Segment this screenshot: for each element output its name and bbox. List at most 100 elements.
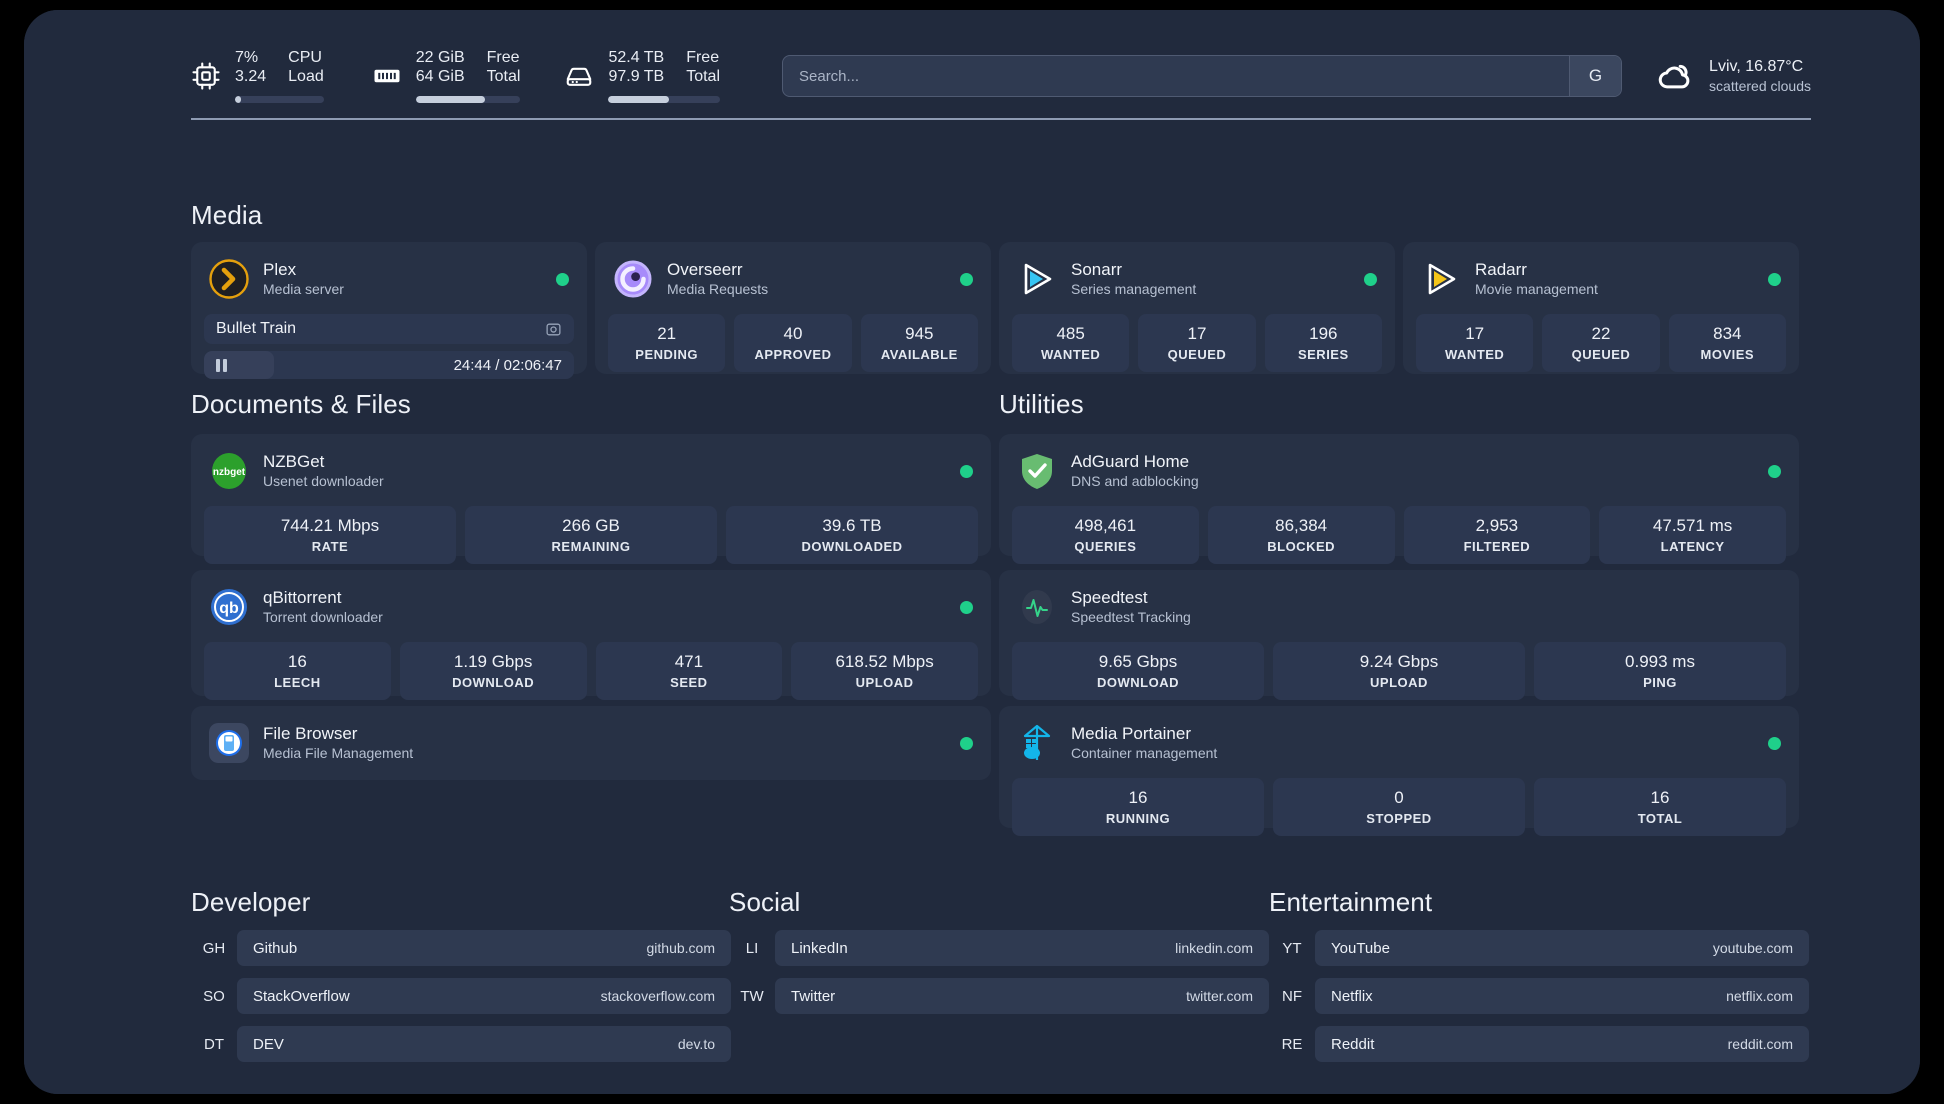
stat-item[interactable]: 618.52 Mbps UPLOAD bbox=[791, 642, 978, 701]
stat-item[interactable]: 471 SEED bbox=[595, 642, 783, 701]
status-indicator-online bbox=[960, 736, 973, 750]
stat-label: RUNNING bbox=[1105, 811, 1171, 827]
disk-progress-bar bbox=[608, 95, 720, 103]
qbittorrent-logo-icon: qb bbox=[209, 587, 249, 627]
stat-item[interactable]: 39.6 TB DOWNLOADED bbox=[726, 506, 978, 565]
resource-widget-disk: 52.4 TB 97.9 TB Free Total bbox=[564, 49, 720, 103]
memory-stick-icon bbox=[372, 61, 402, 91]
stat-label: WANTED bbox=[1444, 347, 1505, 363]
service-card-qbittorrent[interactable]: qb qBittorrent Torrent downloader 16 LEE… bbox=[191, 570, 991, 701]
service-card-speedtest[interactable]: Speedtest Speedtest Tracking 9.65 Gbps D… bbox=[999, 570, 1799, 701]
stat-label: PENDING bbox=[635, 347, 699, 363]
bookmark-link[interactable]: Github github.com bbox=[237, 930, 731, 966]
bookmark-row-dev[interactable]: DT DEV dev.to bbox=[191, 1026, 731, 1062]
service-name: Speedtest bbox=[1071, 588, 1148, 608]
pause-icon[interactable] bbox=[216, 358, 227, 372]
stat-item[interactable]: 1.19 Gbps DOWNLOAD bbox=[399, 642, 587, 701]
bookmark-row-twitter[interactable]: TW Twitter twitter.com bbox=[729, 978, 1269, 1014]
stat-label: REMAINING bbox=[551, 539, 631, 555]
bookmark-link[interactable]: DEV dev.to bbox=[237, 1026, 731, 1062]
bookmark-row-youtube[interactable]: YT YouTube youtube.com bbox=[1269, 930, 1809, 966]
service-subtitle: Container management bbox=[1071, 744, 1218, 761]
stat-value: 16 bbox=[1128, 788, 1148, 807]
stat-item[interactable]: 196 SERIES bbox=[1264, 314, 1382, 373]
service-card-adguard-home[interactable]: AdGuard Home DNS and adblocking 498,461 … bbox=[999, 434, 1799, 565]
bookmark-badge: SO bbox=[203, 987, 225, 1005]
stat-label: LATENCY bbox=[1660, 539, 1725, 555]
stat-item[interactable]: 2,953 FILTERED bbox=[1403, 506, 1591, 565]
stat-item[interactable]: 0 STOPPED bbox=[1273, 778, 1525, 837]
bookmark-row-reddit[interactable]: RE Reddit reddit.com bbox=[1269, 1026, 1809, 1062]
cloud-icon bbox=[1656, 56, 1696, 96]
status-indicator-online bbox=[1768, 736, 1781, 750]
stat-value: 39.6 TB bbox=[822, 516, 882, 535]
now-playing-progress[interactable]: 24:44 / 02:06:47 bbox=[204, 351, 574, 379]
stat-item[interactable]: 40 APPROVED bbox=[734, 314, 852, 373]
stat-item[interactable]: 0.993 ms PING bbox=[1534, 642, 1786, 701]
service-card-media-portainer[interactable]: Media Portainer Container management 16 … bbox=[999, 706, 1799, 837]
bookmark-link[interactable]: StackOverflow stackoverflow.com bbox=[237, 978, 731, 1014]
bookmark-row-github[interactable]: GH Github github.com bbox=[191, 930, 731, 966]
service-stats: 9.65 Gbps DOWNLOAD 9.24 Gbps UPLOAD 0.99… bbox=[1012, 642, 1786, 701]
stat-item[interactable]: 834 MOVIES bbox=[1668, 314, 1786, 373]
stat-item[interactable]: 16 TOTAL bbox=[1534, 778, 1786, 837]
disk-labels: Free Total bbox=[686, 49, 720, 87]
search-input[interactable] bbox=[783, 67, 1570, 85]
bookmark-link[interactable]: Reddit reddit.com bbox=[1315, 1026, 1809, 1062]
stat-label: QUEUED bbox=[1571, 347, 1631, 363]
stat-item[interactable]: 16 RUNNING bbox=[1012, 778, 1264, 837]
stat-value: 1.19 Gbps bbox=[453, 652, 533, 671]
service-card-file-browser[interactable]: File Browser Media File Management bbox=[191, 706, 991, 780]
stat-item[interactable]: 86,384 BLOCKED bbox=[1207, 506, 1395, 565]
stat-item[interactable]: 744.21 Mbps RATE bbox=[204, 506, 456, 565]
section-title-documents: Documents & Files bbox=[191, 389, 411, 419]
stat-item[interactable]: 22 QUEUED bbox=[1542, 314, 1660, 373]
cpu-usage-value: 7% bbox=[235, 49, 259, 67]
stat-item[interactable]: 266 GB REMAINING bbox=[465, 506, 717, 565]
radarr-logo-icon bbox=[1421, 259, 1461, 299]
stat-item[interactable]: 9.24 Gbps UPLOAD bbox=[1273, 642, 1525, 701]
stat-item[interactable]: 47.571 ms LATENCY bbox=[1599, 506, 1786, 565]
stat-value: 0 bbox=[1394, 788, 1404, 807]
service-card-radarr[interactable]: Radarr Movie management 17 WANTED 22 QUE… bbox=[1403, 242, 1799, 374]
service-card-plex[interactable]: Plex Media server Bullet Train 24:44 / 0… bbox=[191, 242, 587, 379]
stat-label: TOTAL bbox=[1637, 811, 1683, 827]
bookmark-link[interactable]: Twitter twitter.com bbox=[775, 978, 1269, 1014]
search-bar[interactable]: G bbox=[782, 55, 1623, 97]
service-subtitle: Speedtest Tracking bbox=[1071, 608, 1191, 625]
service-card-nzbget[interactable]: nzbget NZBGet Usenet downloader 744.21 M… bbox=[191, 434, 991, 565]
bookmark-url: twitter.com bbox=[1186, 988, 1253, 1004]
service-name: Radarr bbox=[1475, 260, 1527, 280]
cast-icon[interactable] bbox=[545, 321, 562, 338]
stat-item[interactable]: 945 AVAILABLE bbox=[860, 314, 978, 373]
stat-item[interactable]: 498,461 QUERIES bbox=[1012, 506, 1199, 565]
bookmark-link[interactable]: LinkedIn linkedin.com bbox=[775, 930, 1269, 966]
stat-item[interactable]: 17 WANTED bbox=[1416, 314, 1534, 373]
stat-item[interactable]: 485 WANTED bbox=[1012, 314, 1130, 373]
stat-item[interactable]: 21 PENDING bbox=[608, 314, 726, 373]
service-card-sonarr[interactable]: Sonarr Series management 485 WANTED 17 Q… bbox=[999, 242, 1395, 374]
stat-item[interactable]: 9.65 Gbps DOWNLOAD bbox=[1012, 642, 1264, 701]
status-indicator-online bbox=[1768, 272, 1781, 286]
search-provider-button[interactable]: G bbox=[1569, 56, 1622, 96]
bookmark-link[interactable]: YouTube youtube.com bbox=[1315, 930, 1809, 966]
bookmark-url: stackoverflow.com bbox=[600, 988, 715, 1004]
cpu-progress-bar bbox=[235, 95, 324, 103]
overseerr-logo-icon bbox=[613, 259, 653, 299]
now-playing-time: 24:44 / 02:06:47 bbox=[453, 356, 562, 374]
service-card-overseerr[interactable]: Overseerr Media Requests 21 PENDING 40 A… bbox=[595, 242, 991, 374]
bookmark-link[interactable]: Netflix netflix.com bbox=[1315, 978, 1809, 1014]
stat-value: 0.993 ms bbox=[1625, 652, 1695, 671]
stat-item[interactable]: 17 QUEUED bbox=[1138, 314, 1256, 373]
bookmark-row-stackoverflow[interactable]: SO StackOverflow stackoverflow.com bbox=[191, 978, 731, 1014]
bookmark-row-linkedin[interactable]: LI LinkedIn linkedin.com bbox=[729, 930, 1269, 966]
stat-item[interactable]: 16 LEECH bbox=[204, 642, 391, 701]
bookmark-name: LinkedIn bbox=[791, 939, 848, 957]
stat-value: 86,384 bbox=[1275, 516, 1328, 535]
now-playing-title: Bullet Train bbox=[216, 320, 297, 337]
stat-value: 22 bbox=[1591, 324, 1611, 343]
bookmark-row-netflix[interactable]: NF Netflix netflix.com bbox=[1269, 978, 1809, 1014]
disk-label-bottom: Total bbox=[686, 68, 720, 85]
stat-value: 16 bbox=[1650, 788, 1670, 807]
weather-condition: scattered clouds bbox=[1709, 78, 1811, 95]
